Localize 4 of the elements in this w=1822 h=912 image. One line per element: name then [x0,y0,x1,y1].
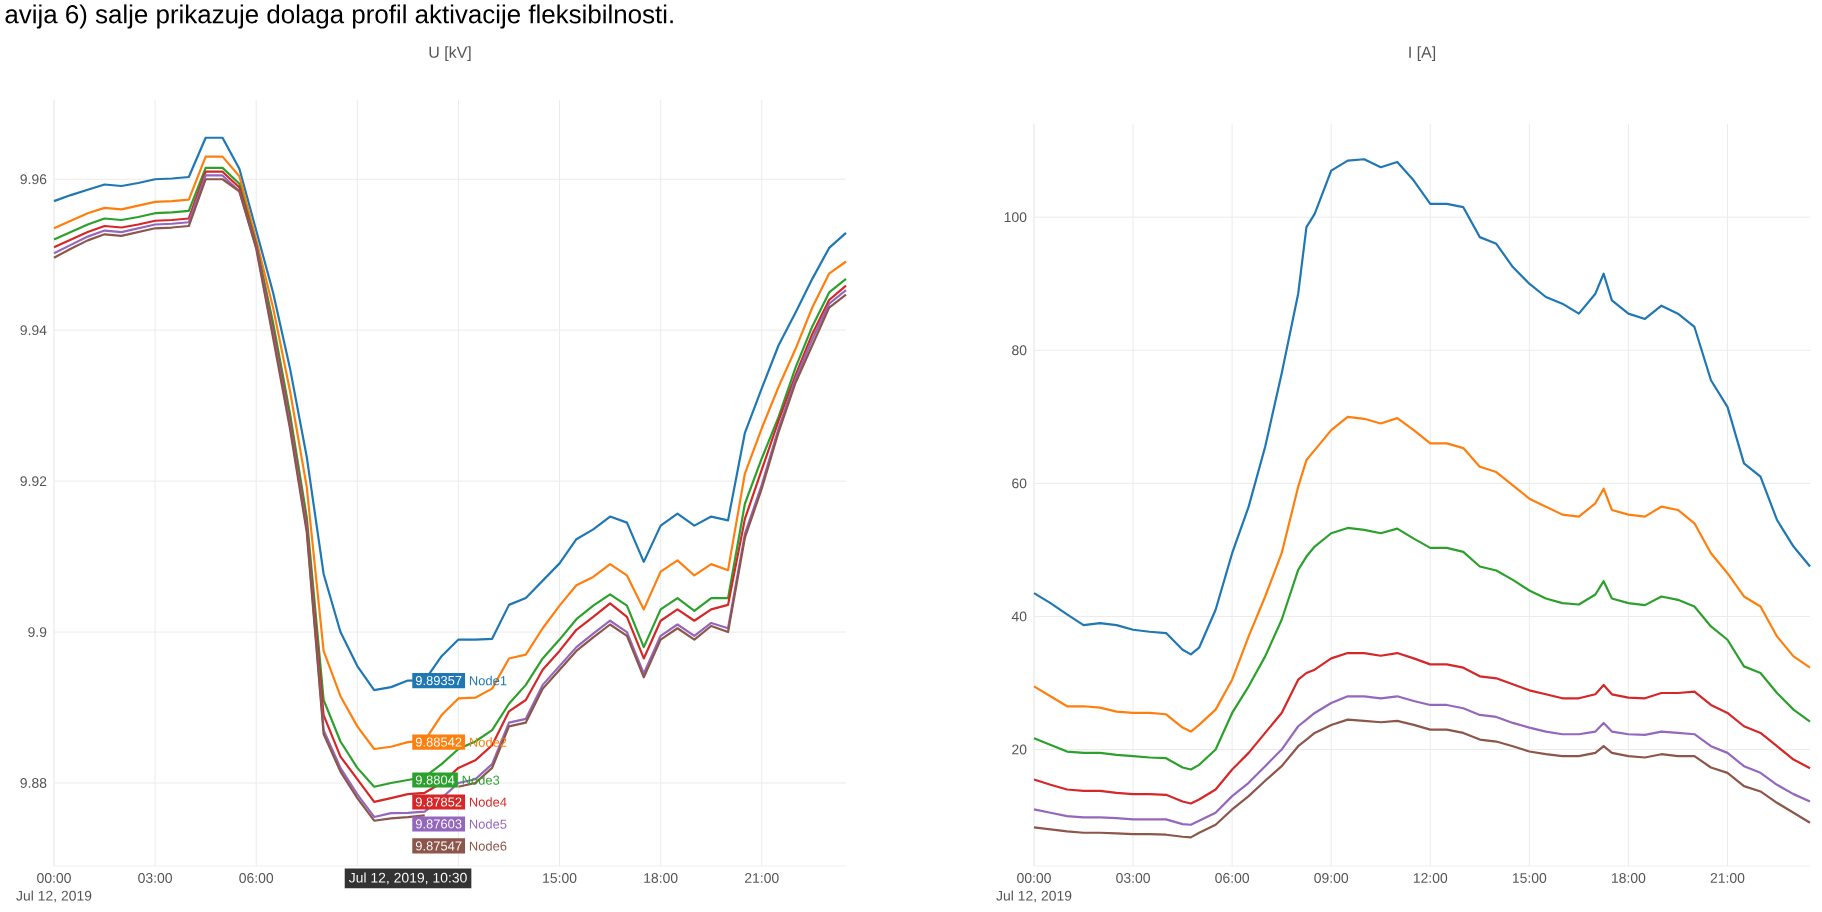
text: avija 6) salje prikazuje dolaga profil aktivacije fleksibilnosti. [5,4,673,29]
line-series [1032,158,1812,656]
line-series [1032,651,1812,805]
line-series [1032,415,1812,733]
